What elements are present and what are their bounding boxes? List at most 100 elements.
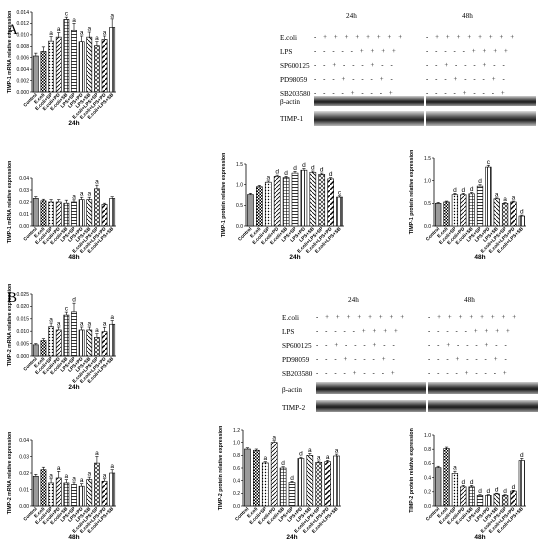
data-label: a — [308, 447, 312, 454]
data-label: a — [110, 12, 114, 19]
y-tick-label: 1.2 — [233, 428, 240, 434]
data-label: d — [520, 209, 524, 216]
chart-1: 0.000 0.002 0.004 0.006 0.008 0.010 0.012 0.014… — [7, 10, 116, 127]
data-label: d — [311, 165, 315, 172]
bar — [32, 55, 39, 93]
bar — [327, 178, 334, 227]
y-tick-label: 0.014 — [16, 10, 29, 16]
blot2-band-timp2-48h — [428, 400, 538, 412]
blot-time-48h: 48h — [462, 12, 473, 20]
bar — [94, 337, 100, 357]
data-label: a — [87, 471, 91, 478]
blot2-row-lps: LPS — [282, 328, 295, 336]
data-label: a — [57, 465, 61, 472]
data-label: d — [487, 488, 491, 495]
bar — [40, 340, 47, 357]
data-label: a — [103, 30, 107, 37]
y-tick-label: 0.0 — [233, 504, 240, 510]
data-label: d — [512, 484, 516, 491]
data-label: a — [103, 472, 107, 479]
chart-7: 0.0 0.2 0.4 0.6 0.8 1.0 1.2 TIMP-2 protein rela… — [218, 426, 341, 541]
data-label: d — [503, 488, 507, 495]
blot2-time-48h: 48h — [464, 296, 475, 304]
bar — [451, 473, 459, 507]
y-axis-label: TIMP-1 protein relative expression — [409, 150, 415, 234]
bar — [493, 493, 500, 507]
x-axis-label: 48h — [474, 534, 485, 541]
data-label: d — [281, 460, 285, 467]
blot2-band-label-timp2: TIMP-2 — [282, 404, 306, 412]
data-label: a — [272, 434, 276, 441]
blot2-signs-ecoli-48h: - + + + + + + + + — [428, 314, 519, 321]
blot-row-pd98059: PD98059 — [280, 76, 308, 84]
bar — [288, 482, 296, 507]
y-tick-label: 0.0 — [424, 224, 431, 230]
blot2-signs-sp-24h: - - + - - - + - - — [316, 342, 398, 349]
y-axis-label: TIMP-2 protein relative expression — [218, 426, 224, 510]
data-label: a — [80, 320, 84, 327]
bar — [40, 51, 47, 93]
data-label: a — [72, 193, 76, 200]
data-label: d — [470, 186, 474, 193]
bar — [32, 198, 39, 227]
data-label: d — [290, 475, 294, 482]
bar — [485, 166, 492, 227]
bar — [435, 467, 442, 507]
bar — [451, 194, 459, 227]
blot2-band-actin-48h — [428, 382, 538, 394]
y-axis-label: TIMP-1 protein relative expression — [221, 153, 227, 237]
y-tick-label: 1.0 — [233, 440, 240, 446]
bar — [318, 174, 326, 227]
western-blot-timp1: 24h 48h E.coli - + + + + + + + + - + + +… — [280, 8, 540, 128]
data-label: a — [263, 455, 267, 462]
data-label: a — [57, 320, 61, 327]
data-label: d — [329, 171, 333, 178]
bar — [109, 323, 116, 357]
bar — [247, 194, 254, 227]
bar — [48, 326, 54, 357]
bar — [94, 45, 100, 93]
data-label: a — [317, 455, 321, 462]
bar — [510, 490, 517, 507]
blot2-row-pd98059: PD98059 — [282, 356, 310, 364]
bar — [78, 41, 85, 93]
bar — [282, 177, 290, 227]
blot-signs-ecoli-24h: - + + + + + + + + — [314, 34, 405, 41]
y-tick-label: 0.01 — [19, 487, 29, 493]
y-tick-label: 0.03 — [19, 454, 29, 460]
blot-band-actin-48h — [426, 96, 536, 106]
bar — [270, 442, 278, 507]
data-label: d — [520, 452, 524, 459]
data-label: a — [95, 35, 99, 42]
blot-signs-pd-48h: - - - + - - - + - — [426, 76, 508, 83]
bar — [86, 479, 93, 507]
y-axis-label: TIMP-1 mRNA relative expression — [7, 161, 13, 244]
data-label: d — [275, 169, 279, 176]
bar — [109, 198, 116, 227]
y-tick-label: 0.02 — [19, 200, 29, 206]
data-label: a — [49, 30, 53, 37]
bar — [86, 36, 93, 93]
blot-band-actin-24h — [314, 96, 424, 106]
blot2-row-sb203580: SB203580 — [282, 370, 313, 378]
data-label: a — [326, 454, 330, 461]
y-tick-label: 0.005 — [16, 341, 29, 347]
blot2-signs-lps-48h: - - - - - + + + + — [428, 328, 513, 335]
chart-8: 0.0 0.2 0.4 0.6 0.8 1.0 TIMP-2 protein relativ… — [409, 428, 526, 541]
blot-signs-sb-24h: - - - - + - - - + — [314, 90, 396, 97]
data-label: d — [284, 170, 288, 177]
data-label: a — [110, 463, 114, 470]
blot2-row-sp600125: SP600125 — [282, 342, 312, 350]
y-tick-label: 0.8 — [424, 447, 431, 453]
bar — [297, 458, 305, 507]
blot-signs-sp-48h: - - + - - - + - - — [426, 62, 508, 69]
y-tick-label: 0.00 — [19, 224, 29, 230]
bar — [306, 455, 314, 507]
blot-band-label-actin: β-actin — [280, 98, 301, 106]
data-label: a — [503, 196, 507, 203]
data-label: d — [461, 187, 465, 194]
data-label: a — [80, 477, 84, 484]
blot2-signs-sb-24h: - - - - + - - - + — [316, 370, 398, 377]
